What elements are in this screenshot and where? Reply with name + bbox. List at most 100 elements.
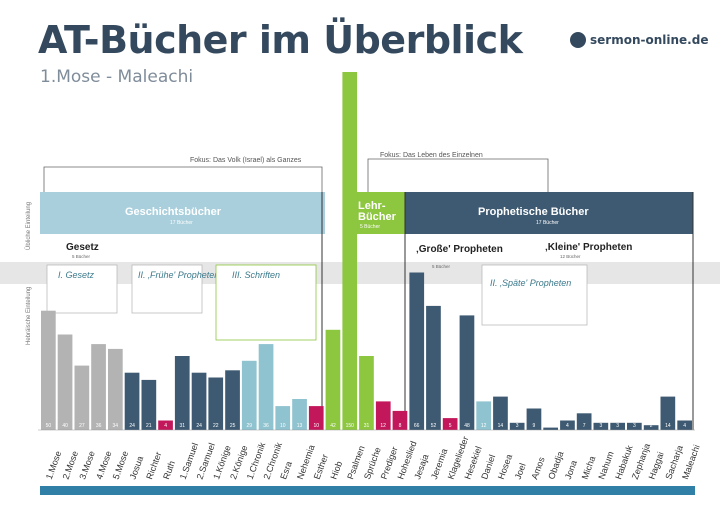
bar-27 — [493, 396, 508, 430]
x-label-22: Jesaja — [412, 453, 430, 481]
bar-28 — [509, 422, 525, 430]
bar-value-12: 29 — [247, 423, 253, 429]
group-kleine-sub: 12 Bücher — [560, 254, 581, 259]
bar-value-1: 40 — [62, 423, 68, 429]
x-label-32: Micha — [580, 455, 598, 481]
section-prophetie-sub: 17 Bücher — [536, 220, 559, 226]
side-label-top: Übliche Einteilung — [25, 202, 32, 250]
bar-value-25: 48 — [464, 423, 470, 429]
bar-0 — [41, 310, 56, 430]
bar-value-10: 22 — [213, 423, 219, 429]
bar-value-5: 24 — [129, 423, 135, 429]
bar-value-31: 4 — [566, 423, 569, 429]
x-label-27: Hosea — [496, 453, 514, 481]
x-label-16: Esther — [312, 453, 330, 481]
bar-33 — [593, 422, 609, 430]
section-lehr-title: Lehr-Bücher — [358, 200, 397, 223]
box-schriften: III. Schriften — [215, 264, 317, 341]
bar-11 — [225, 370, 240, 430]
bar-20 — [375, 401, 391, 430]
bar-value-15: 13 — [297, 423, 303, 429]
bar-2 — [74, 365, 90, 430]
bar-value-33: 3 — [600, 423, 603, 429]
bar-value-11: 25 — [230, 423, 236, 429]
section-geschichte-title: Geschichtsbücher — [125, 206, 222, 218]
fokus-left-label: Fokus: Das Volk (Israel) als Ganzes — [190, 157, 302, 164]
bar-24 — [442, 418, 458, 430]
section-geschichte-sub: 17 Bücher — [170, 220, 193, 226]
bar-value-34: 3 — [616, 423, 619, 429]
group-grosse-sub: 5 Bücher — [432, 264, 451, 269]
bar-value-14: 10 — [280, 423, 286, 429]
bar-value-29: 9 — [533, 423, 536, 429]
fokus-right-bracket: Fokus: Das Leben des Einzelnen — [367, 152, 549, 192]
bar-30 — [543, 427, 558, 430]
side-label-bottom: Hebräische Einteilung — [26, 287, 32, 345]
group-gesetz-title: Gesetz — [66, 242, 99, 253]
bar-4 — [108, 348, 123, 430]
page-subtitle: 1.Mose - Maleachi — [40, 67, 194, 87]
bar-value-20: 12 — [380, 423, 386, 429]
bar-34 — [610, 422, 625, 430]
box-schriften-title: III. Schriften — [232, 270, 280, 280]
box-gesetz: I. Gesetz — [46, 264, 118, 314]
x-label-5: Josua — [128, 455, 146, 481]
bar-value-36: 2 — [650, 423, 653, 429]
bar-29 — [526, 408, 542, 430]
bar-value-13: 36 — [263, 423, 269, 429]
bar-26 — [476, 401, 491, 430]
bar-value-8: 31 — [180, 423, 186, 429]
bar-value-2: 27 — [79, 423, 85, 429]
bar-13 — [258, 344, 274, 430]
section-prophetie-bg — [405, 192, 693, 234]
bar-36 — [643, 425, 659, 430]
brand[interactable]: sermon-online.de — [570, 32, 708, 48]
section-lehr-bg — [355, 192, 405, 234]
bar-15 — [292, 399, 307, 430]
bar-31 — [560, 420, 575, 430]
bar-10 — [208, 377, 224, 430]
bar-value-4: 34 — [113, 423, 119, 429]
box-fruehe-title: II. ‚Frühe' Propheten — [138, 270, 219, 280]
bar-value-28: 3 — [516, 423, 519, 429]
bar-14 — [275, 406, 291, 430]
group-gesetz-sub: 5 Bücher — [72, 254, 91, 259]
bar-17 — [325, 329, 341, 430]
bar-value-38: 4 — [683, 423, 686, 429]
bar-3 — [91, 344, 106, 430]
section-lehr-sub: 5 Bücher — [360, 224, 380, 230]
box-spaete-title: II. ‚Späte' Propheten — [490, 278, 571, 288]
bar-value-0: 50 — [46, 423, 52, 429]
bar-22 — [409, 272, 425, 430]
bar-value-6: 21 — [146, 423, 152, 429]
section-lehr: Lehr-Bücher 5 Bücher — [355, 192, 405, 234]
section-geschichte-bg — [40, 192, 325, 234]
bar-value-24: 5 — [449, 423, 452, 429]
bar-23 — [426, 305, 441, 430]
brand-label: sermon-online.de — [590, 33, 709, 47]
bar-value-17: 42 — [330, 423, 336, 429]
x-label-7: Ruth — [161, 459, 177, 480]
group-grosse-title: ‚Große' Propheten — [416, 244, 503, 255]
bar-32 — [576, 413, 592, 430]
bar-35 — [627, 422, 642, 430]
box-fruehe: II. ‚Frühe' Propheten — [131, 264, 219, 314]
bar-value-32: 7 — [583, 423, 586, 429]
box-spaete: II. ‚Späte' Propheten — [481, 264, 588, 326]
bar-38 — [677, 420, 692, 430]
bar-value-3: 36 — [96, 423, 102, 429]
bar-value-18: 150 — [346, 423, 355, 429]
bar-8 — [174, 356, 190, 430]
bar-21 — [392, 410, 408, 430]
box-gesetz-title: I. Gesetz — [58, 270, 95, 280]
timeline-strip — [40, 486, 695, 495]
bar-value-27: 14 — [498, 423, 504, 429]
bar-value-9: 24 — [196, 423, 202, 429]
bar-value-26: 12 — [481, 423, 487, 429]
fokus-right-label: Fokus: Das Leben des Einzelnen — [380, 152, 483, 159]
fokus-left-bracket: Fokus: Das Volk (Israel) als Ganzes — [43, 157, 323, 192]
bar-7 — [158, 420, 173, 430]
bar-value-30: 1 — [549, 423, 552, 429]
section-geschichte: Geschichtsbücher 17 Bücher — [40, 192, 325, 234]
x-label-14: Esra — [278, 460, 294, 481]
